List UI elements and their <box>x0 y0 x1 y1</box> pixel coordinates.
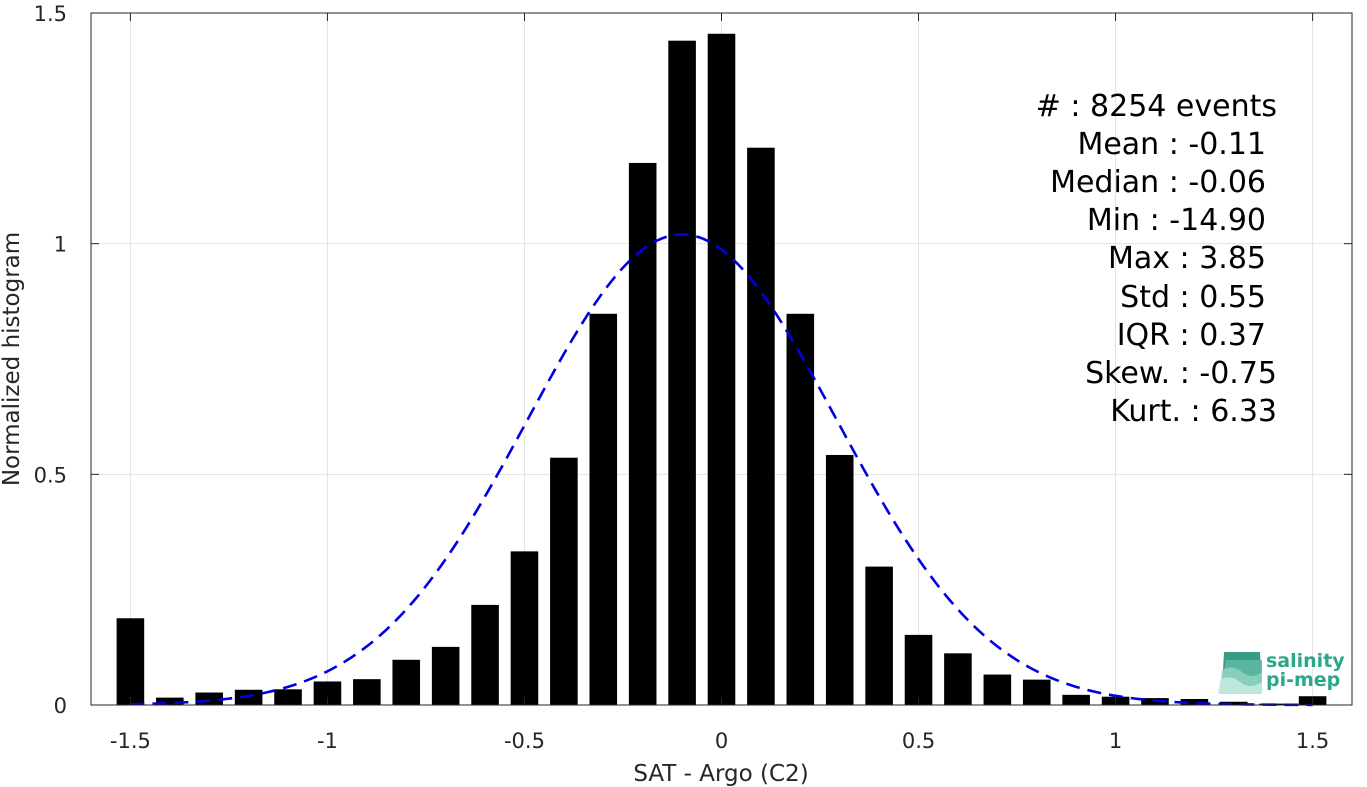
y-tick-label: 1.5 <box>34 2 67 26</box>
logo-line2: pi-mep <box>1266 669 1340 691</box>
x-axis-ticks: -1.5 -1 -0.5 0 0.5 1 1.5 <box>110 13 1329 753</box>
histogram-bar <box>510 551 539 705</box>
stats-iqr: IQR : 0.37 <box>1117 318 1266 353</box>
x-tick-label: -1.5 <box>110 729 151 753</box>
stats-max: Max : 3.85 <box>1108 241 1266 276</box>
histogram-bar <box>550 457 578 705</box>
y-tick-label: 1 <box>54 233 67 257</box>
histogram-bar <box>668 40 696 706</box>
stats-mean: Mean : -0.11 <box>1077 127 1266 162</box>
logo-line1: salinity <box>1266 650 1345 672</box>
histogram-bar <box>707 33 736 705</box>
x-tick-label: 0 <box>715 729 728 753</box>
histogram-bar <box>825 454 854 705</box>
histogram-bar <box>1022 679 1051 705</box>
y-tick-label: 0.5 <box>34 463 67 487</box>
histogram-bar <box>156 697 184 705</box>
histogram-bar <box>353 679 381 705</box>
histogram-bar <box>944 653 972 705</box>
histogram-bar <box>234 689 263 705</box>
bars <box>116 33 1327 706</box>
x-tick-label: -1 <box>317 729 338 753</box>
histogram-bar <box>471 604 499 705</box>
histogram-bar <box>589 313 618 705</box>
x-tick-label: 0.5 <box>902 729 935 753</box>
stats-skew: Skew. : -0.75 <box>1085 356 1277 391</box>
histogram-bar <box>1219 701 1248 705</box>
stats-median: Median : -0.06 <box>1050 165 1266 200</box>
y-axis-ticks: 0 0.5 1 1.5 <box>34 2 1352 718</box>
salinity-pi-mep-logo: salinity pi-mep <box>1218 650 1345 694</box>
histogram-bar <box>904 634 933 705</box>
stats-kurt: Kurt. : 6.33 <box>1110 394 1277 429</box>
gaussian-fit-curve <box>130 233 1313 707</box>
stats-box: # : 8254 events Mean : -0.11 Median : -0… <box>1036 89 1277 429</box>
x-tick-label: 1.5 <box>1296 729 1329 753</box>
histogram-bar <box>747 147 775 705</box>
histogram-bar <box>431 646 460 705</box>
histogram-bar <box>865 566 893 705</box>
x-tick-label: -0.5 <box>504 729 545 753</box>
histogram-bar <box>628 162 657 705</box>
stats-min: Min : -14.90 <box>1087 203 1266 238</box>
x-tick-label: 1 <box>1109 729 1122 753</box>
histogram-bar <box>983 674 1012 705</box>
y-axis-label: Normalized histogram <box>0 232 25 486</box>
stats-events: # : 8254 events <box>1036 89 1277 124</box>
histogram-bar <box>786 313 815 705</box>
histogram-bar <box>116 618 145 705</box>
histogram-bar <box>1062 694 1090 705</box>
histogram-bar <box>392 659 421 705</box>
histogram-bar <box>313 681 342 705</box>
stats-std: Std : 0.55 <box>1120 280 1266 315</box>
wave-logo-icon <box>1218 652 1262 694</box>
histogram-bar <box>274 689 302 705</box>
histogram-bar <box>1180 699 1209 705</box>
x-axis-label: SAT - Argo (C2) <box>633 761 808 787</box>
y-tick-label: 0 <box>54 694 67 718</box>
